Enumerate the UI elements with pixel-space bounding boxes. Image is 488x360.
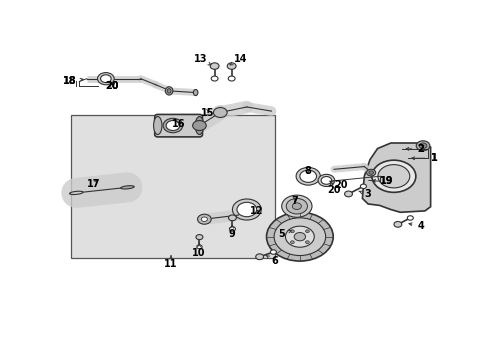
Text: 11: 11: [164, 256, 178, 269]
Text: 9: 9: [228, 225, 235, 239]
Ellipse shape: [167, 89, 171, 93]
Circle shape: [281, 195, 311, 217]
Text: 2: 2: [416, 144, 423, 153]
Circle shape: [321, 176, 331, 184]
Circle shape: [292, 203, 301, 210]
Circle shape: [295, 167, 320, 185]
Text: 19: 19: [372, 176, 393, 186]
Text: 4: 4: [408, 221, 423, 231]
Circle shape: [255, 254, 263, 260]
FancyBboxPatch shape: [154, 114, 202, 137]
Circle shape: [196, 245, 202, 249]
Text: 20: 20: [105, 81, 119, 91]
Circle shape: [285, 198, 307, 214]
Circle shape: [232, 199, 261, 220]
Circle shape: [377, 165, 409, 188]
Circle shape: [213, 108, 226, 117]
Polygon shape: [70, 115, 275, 258]
Circle shape: [285, 226, 314, 247]
Circle shape: [210, 63, 219, 69]
Circle shape: [266, 212, 332, 261]
Text: 12: 12: [250, 206, 264, 216]
Circle shape: [237, 202, 256, 217]
Circle shape: [305, 241, 308, 244]
Circle shape: [371, 160, 415, 192]
Circle shape: [415, 141, 429, 151]
Circle shape: [290, 230, 294, 233]
Circle shape: [360, 184, 366, 189]
Circle shape: [166, 121, 180, 131]
Text: 17: 17: [86, 179, 100, 189]
Circle shape: [274, 218, 325, 256]
Circle shape: [101, 75, 111, 82]
Text: 20: 20: [105, 81, 119, 91]
Circle shape: [229, 227, 235, 231]
Circle shape: [290, 241, 294, 244]
Text: 16: 16: [171, 118, 185, 129]
Circle shape: [407, 216, 412, 220]
Circle shape: [196, 235, 203, 240]
Text: 1: 1: [411, 153, 436, 163]
Circle shape: [227, 63, 236, 69]
Text: 14: 14: [229, 54, 246, 65]
Text: 7: 7: [291, 196, 298, 206]
Text: 19: 19: [380, 176, 393, 186]
Circle shape: [344, 191, 352, 197]
Text: 20: 20: [330, 180, 347, 190]
Ellipse shape: [193, 90, 198, 96]
Ellipse shape: [69, 191, 83, 194]
Circle shape: [228, 215, 236, 221]
Ellipse shape: [165, 87, 173, 95]
Text: 1: 1: [430, 153, 436, 163]
Circle shape: [305, 230, 308, 233]
Ellipse shape: [195, 117, 203, 135]
Circle shape: [97, 73, 114, 85]
Text: 3: 3: [358, 189, 370, 199]
Circle shape: [192, 121, 206, 131]
Circle shape: [418, 143, 426, 149]
Text: 8: 8: [304, 166, 310, 176]
Ellipse shape: [153, 117, 162, 135]
Circle shape: [201, 217, 207, 221]
Circle shape: [197, 214, 211, 224]
Text: 13: 13: [193, 54, 210, 65]
Text: 18: 18: [62, 76, 76, 86]
Circle shape: [393, 221, 401, 227]
Text: 5: 5: [277, 229, 291, 239]
Text: 10: 10: [191, 243, 204, 258]
Circle shape: [163, 118, 183, 133]
Text: 2: 2: [405, 144, 423, 153]
Polygon shape: [362, 143, 430, 212]
Circle shape: [366, 169, 375, 176]
Circle shape: [299, 170, 316, 183]
Circle shape: [228, 76, 235, 81]
Text: 20: 20: [326, 182, 340, 194]
Text: 15: 15: [201, 108, 215, 117]
Circle shape: [368, 171, 373, 174]
Circle shape: [294, 233, 305, 241]
Circle shape: [211, 76, 218, 81]
Circle shape: [317, 174, 334, 186]
Ellipse shape: [121, 186, 134, 189]
Text: 18: 18: [62, 76, 83, 86]
Text: 6: 6: [265, 256, 278, 266]
Circle shape: [270, 250, 276, 254]
